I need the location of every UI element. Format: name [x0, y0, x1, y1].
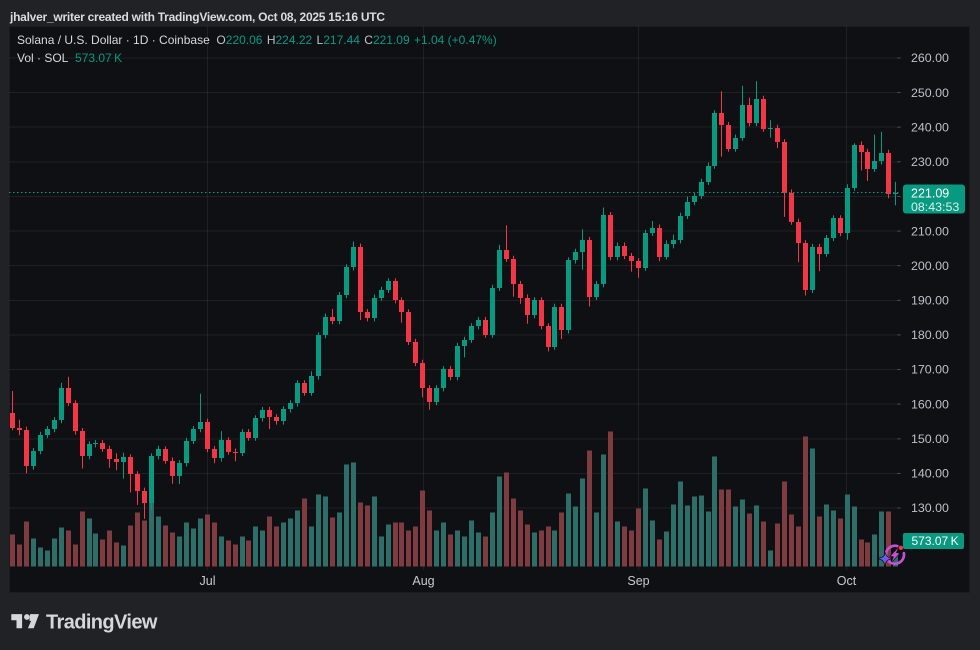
svg-text:210.00: 210.00	[911, 224, 949, 238]
svg-text:170.00: 170.00	[911, 363, 949, 377]
svg-text:180.00: 180.00	[911, 328, 949, 342]
svg-text:Sep: Sep	[627, 574, 649, 588]
svg-text:150.00: 150.00	[911, 432, 949, 446]
svg-text:190.00: 190.00	[911, 294, 949, 308]
svg-text:200.00: 200.00	[911, 259, 949, 273]
svg-text:TradingView: TradingView	[46, 611, 158, 633]
svg-text:250.00: 250.00	[911, 86, 949, 100]
svg-text:140.00: 140.00	[911, 467, 949, 481]
svg-text:240.00: 240.00	[911, 120, 949, 134]
svg-text:Oct: Oct	[837, 574, 857, 588]
svg-text:573.07 K: 573.07 K	[912, 534, 959, 548]
svg-text:260.00: 260.00	[911, 51, 949, 65]
svg-text:Jul: Jul	[200, 574, 216, 588]
svg-text:Aug: Aug	[412, 574, 434, 588]
svg-text:160.00: 160.00	[911, 397, 949, 411]
svg-text:230.00: 230.00	[911, 155, 949, 169]
svg-text:08:43:53: 08:43:53	[911, 200, 959, 214]
svg-text:221.09: 221.09	[911, 187, 949, 201]
svg-text:130.00: 130.00	[911, 501, 949, 515]
